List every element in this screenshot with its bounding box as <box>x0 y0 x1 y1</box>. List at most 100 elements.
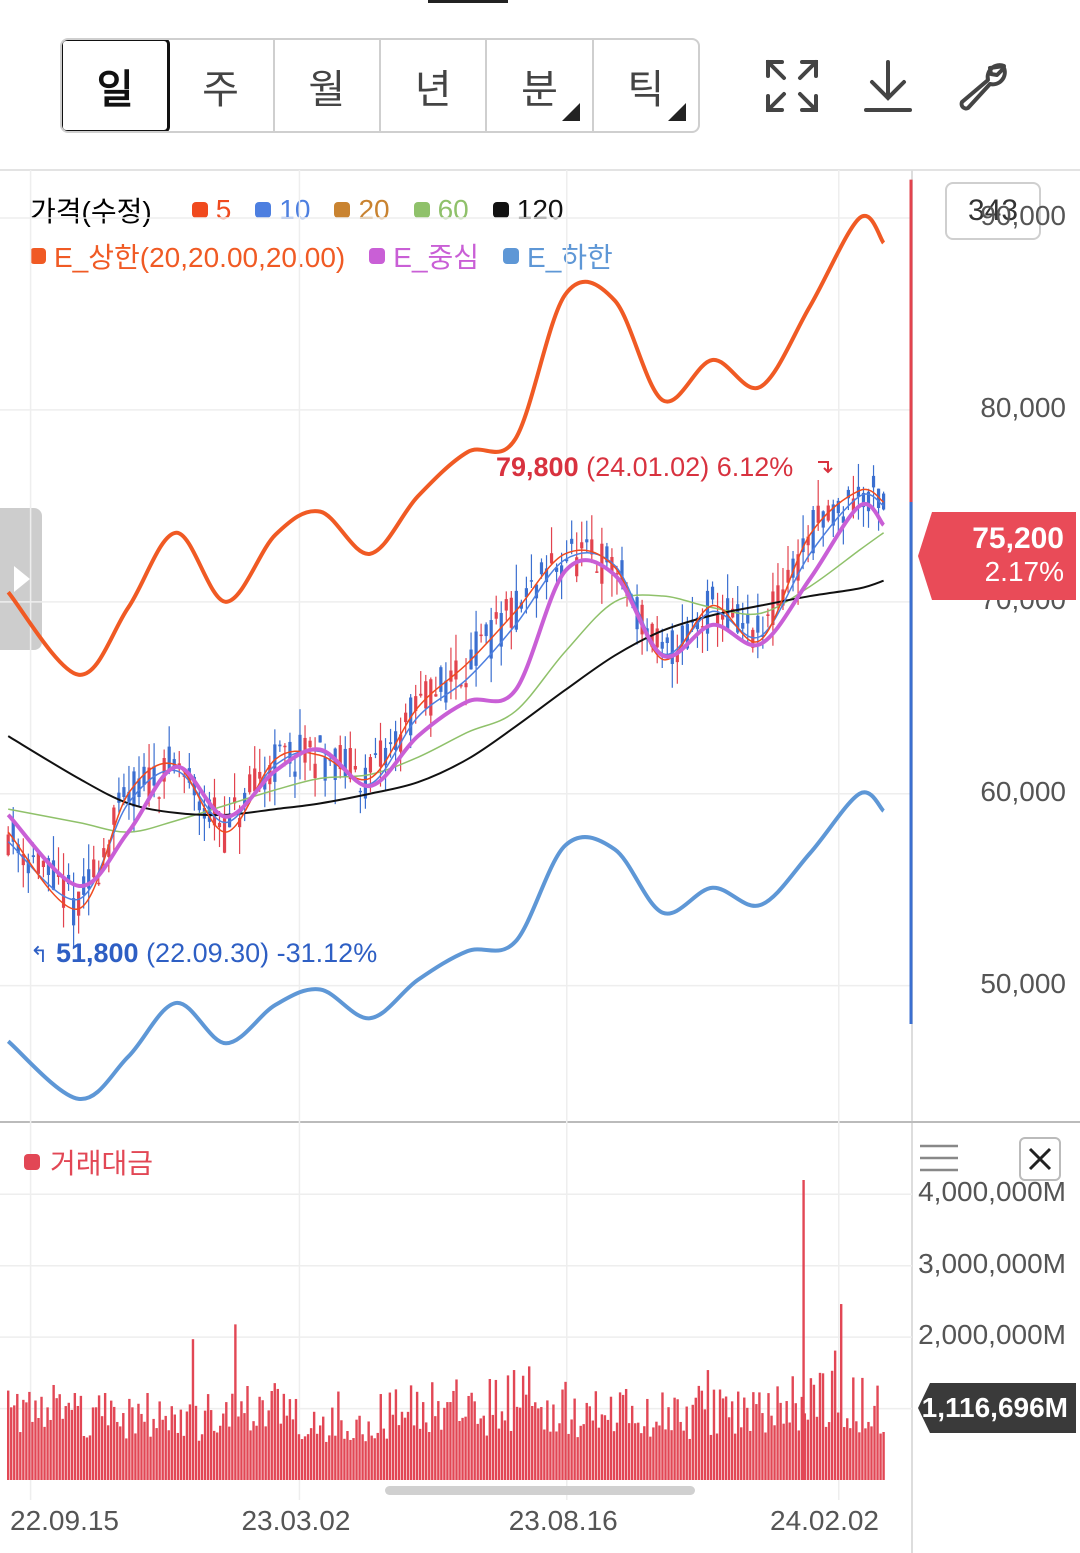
volume-bar <box>812 1384 816 1480</box>
candle-body <box>373 753 378 755</box>
candle-body <box>192 776 196 796</box>
volume-bar <box>440 1429 443 1480</box>
candle-body <box>560 565 564 576</box>
legend-ma: 가격(수정) 5 10 20 60 120 <box>30 190 587 230</box>
volume-bar <box>155 1428 158 1480</box>
legend-envelope-item[interactable]: E_상한(20,20.00,20.00) <box>30 236 345 276</box>
legend-envelope-label: E_상한(20,20.00,20.00) <box>54 242 346 273</box>
volume-bar <box>267 1410 270 1480</box>
candle-body <box>92 859 96 878</box>
volume-bar <box>443 1407 446 1480</box>
volume-bar <box>270 1391 273 1480</box>
candle-body <box>726 598 730 630</box>
dropdown-corner-icon <box>561 103 580 121</box>
volume-bar <box>500 1411 504 1480</box>
period-tab-5[interactable]: 틱 <box>594 40 698 131</box>
menu-icon[interactable] <box>918 1142 960 1174</box>
volume-bar <box>743 1397 746 1480</box>
volume-bar <box>13 1405 16 1480</box>
volume-bar <box>409 1385 413 1480</box>
volume-bar <box>609 1396 613 1480</box>
volume-bar <box>594 1391 598 1480</box>
period-tab-2[interactable]: 월 <box>275 40 381 131</box>
volume-bar <box>34 1400 37 1480</box>
volume-bar <box>109 1400 113 1480</box>
volume-bar <box>573 1398 576 1480</box>
legend-ma-item[interactable]: 60 <box>413 194 469 226</box>
volume-bar <box>549 1431 552 1480</box>
volume-bar <box>225 1402 228 1480</box>
volume-bar <box>455 1379 458 1480</box>
wrench-icon[interactable] <box>956 58 1012 114</box>
volume-bar <box>879 1433 882 1480</box>
legend-ma-item[interactable]: 10 <box>255 194 310 226</box>
candle-body <box>41 860 46 868</box>
legend-ma-label: 5 <box>215 194 232 225</box>
period-tab-0[interactable]: 일 <box>62 40 171 131</box>
candle-body <box>77 891 81 916</box>
candle-body <box>544 568 549 583</box>
candle-body <box>861 492 866 508</box>
volume-bar <box>709 1434 713 1480</box>
candle-body <box>610 556 614 573</box>
fullscreen-icon[interactable] <box>764 58 820 114</box>
volume-bar <box>524 1394 528 1480</box>
volume-bar <box>288 1399 292 1480</box>
ma60-line <box>8 532 885 833</box>
candle-body <box>524 588 528 598</box>
x-tick-label: 22.09.15 <box>10 1505 119 1536</box>
volume-bar <box>222 1413 225 1480</box>
candle-body <box>851 498 856 511</box>
volume-bar <box>588 1406 591 1480</box>
legend-envelope-item[interactable]: E_중심 <box>369 236 479 276</box>
close-button[interactable] <box>1019 1137 1061 1181</box>
period-tab-4[interactable]: 분 <box>487 40 594 131</box>
x-tick-label: 24.02.02 <box>770 1505 879 1536</box>
legend-envelope-item[interactable]: E_하한 <box>503 236 613 276</box>
candle-body <box>388 742 393 745</box>
candle-body <box>786 569 790 583</box>
legend-ma-item[interactable]: 120 <box>492 194 563 226</box>
volume-bar <box>621 1394 625 1480</box>
candle-body <box>766 614 770 616</box>
candle-body <box>51 860 56 890</box>
side-box[interactable]: 343 <box>945 182 1041 240</box>
volume-bar <box>467 1395 470 1480</box>
volume-bar <box>555 1431 558 1480</box>
download-icon[interactable] <box>860 58 916 114</box>
candle-body <box>630 598 634 604</box>
high-value: 79,800 <box>496 452 579 482</box>
side-expand-tab[interactable] <box>0 508 42 650</box>
volume-bar <box>143 1421 146 1480</box>
envelope-center-line <box>6 502 886 888</box>
period-tab-3[interactable]: 년 <box>381 40 488 131</box>
envelope-upper-line <box>6 213 886 677</box>
candle-body <box>494 612 498 619</box>
candle-body <box>263 781 267 790</box>
volume-bar <box>518 1407 522 1480</box>
volume-bar <box>770 1415 773 1480</box>
candle-body <box>278 744 282 747</box>
candle-body <box>499 612 503 647</box>
candle-body <box>409 697 413 736</box>
volume-bar <box>306 1434 310 1480</box>
legend-envelope-label: E_중심 <box>393 242 480 273</box>
volume-bar <box>458 1421 461 1480</box>
volume-y-tick-label: 3,000,000M <box>918 1247 1066 1279</box>
volume-bar <box>803 1413 807 1480</box>
volume-bar <box>852 1377 855 1480</box>
volume-bar <box>149 1436 152 1480</box>
legend-ma-item[interactable]: 5 <box>191 194 232 226</box>
volume-bar <box>579 1425 582 1480</box>
horizontal-scrollbar[interactable] <box>385 1486 695 1495</box>
candle-body <box>117 792 121 803</box>
volume-bar <box>446 1402 449 1480</box>
period-tab-1[interactable]: 주 <box>168 40 275 131</box>
candle-body <box>811 510 815 554</box>
legend-ma-item[interactable]: 20 <box>334 194 390 226</box>
period-tab-label: 분 <box>521 67 558 112</box>
top-indicator <box>428 0 508 3</box>
volume-bar <box>606 1419 610 1480</box>
volume-bar <box>406 1411 410 1480</box>
